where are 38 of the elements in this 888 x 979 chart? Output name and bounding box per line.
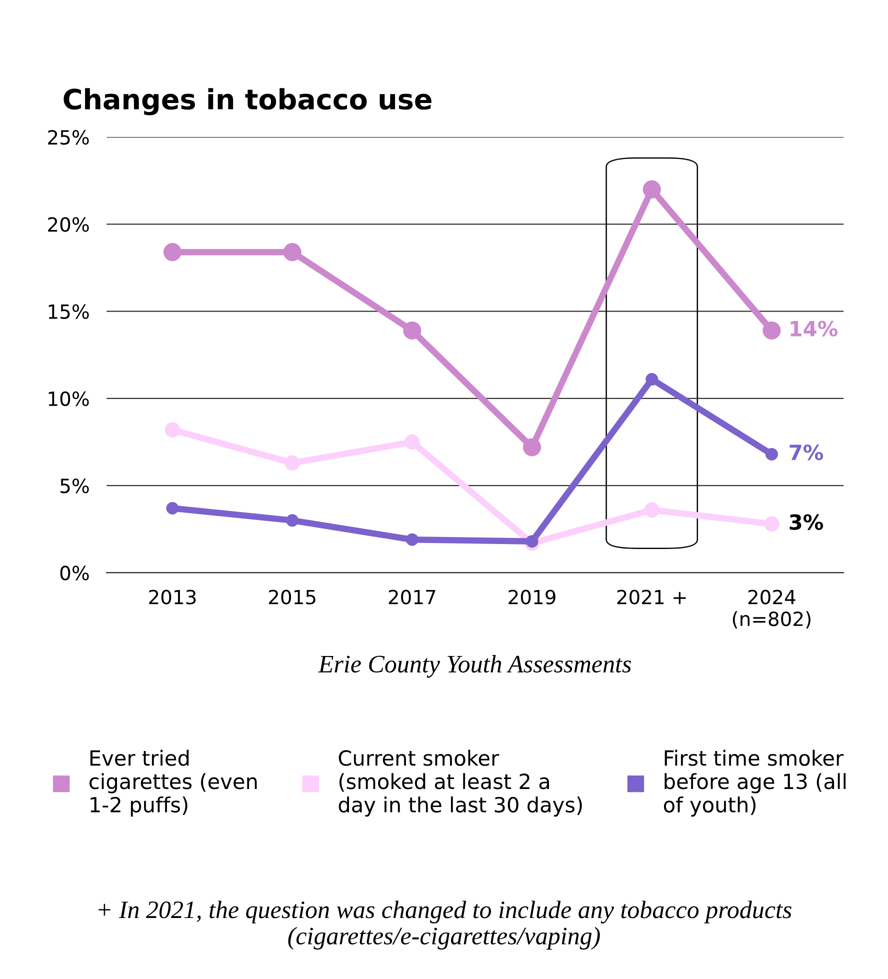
y-tick-label: 25%: [48, 130, 89, 145]
x-tick-label: 2021 +: [617, 590, 686, 604]
x-axis-title: Erie County Youth Assessments: [318, 654, 631, 678]
point: [286, 514, 299, 527]
point: [765, 448, 778, 460]
y-tick-label: 20%: [48, 217, 89, 232]
data-label: 14%: [790, 320, 838, 337]
y-tick-label: 15%: [48, 304, 89, 319]
point: [406, 533, 418, 546]
x-tick-label: 2013: [149, 590, 196, 604]
legend-label: Current smoker (smoked at least 2 a day in the last 30 days): [338, 750, 582, 817]
point: [762, 321, 781, 340]
point: [404, 434, 420, 450]
data-label: 3%: [790, 514, 824, 530]
data-label: 7%: [790, 444, 824, 460]
point: [644, 502, 660, 518]
point: [284, 455, 300, 471]
point: [526, 535, 538, 548]
point: [522, 438, 542, 456]
text: + In 2021, the question was changed to include any tobacco products (cigarettes/e-cigarettes/vaping): [98, 900, 792, 950]
point: [166, 502, 179, 514]
point: [764, 516, 780, 532]
point: [646, 373, 658, 386]
y-tick-label: 10%: [48, 391, 89, 406]
x-tick-label: 2019: [508, 590, 556, 604]
point: [163, 243, 182, 262]
x-tick-label: 2024 (n=802): [732, 590, 810, 628]
legend-label: Ever tried cigarettes (even 1-2 puffs): [90, 750, 257, 817]
point: [403, 321, 422, 340]
y-tick-label: 0%: [60, 566, 89, 580]
point: [642, 180, 661, 198]
point: [283, 243, 302, 262]
point: [164, 422, 180, 438]
legend-label: First time smoker before age 13 (all of youth): [664, 750, 846, 817]
chart-title: Changes in tobacco use: [64, 88, 432, 116]
y-tick-label: 5%: [60, 478, 89, 494]
x-tick-label: 2015: [269, 590, 316, 604]
x-tick-label: 2017: [388, 590, 436, 604]
